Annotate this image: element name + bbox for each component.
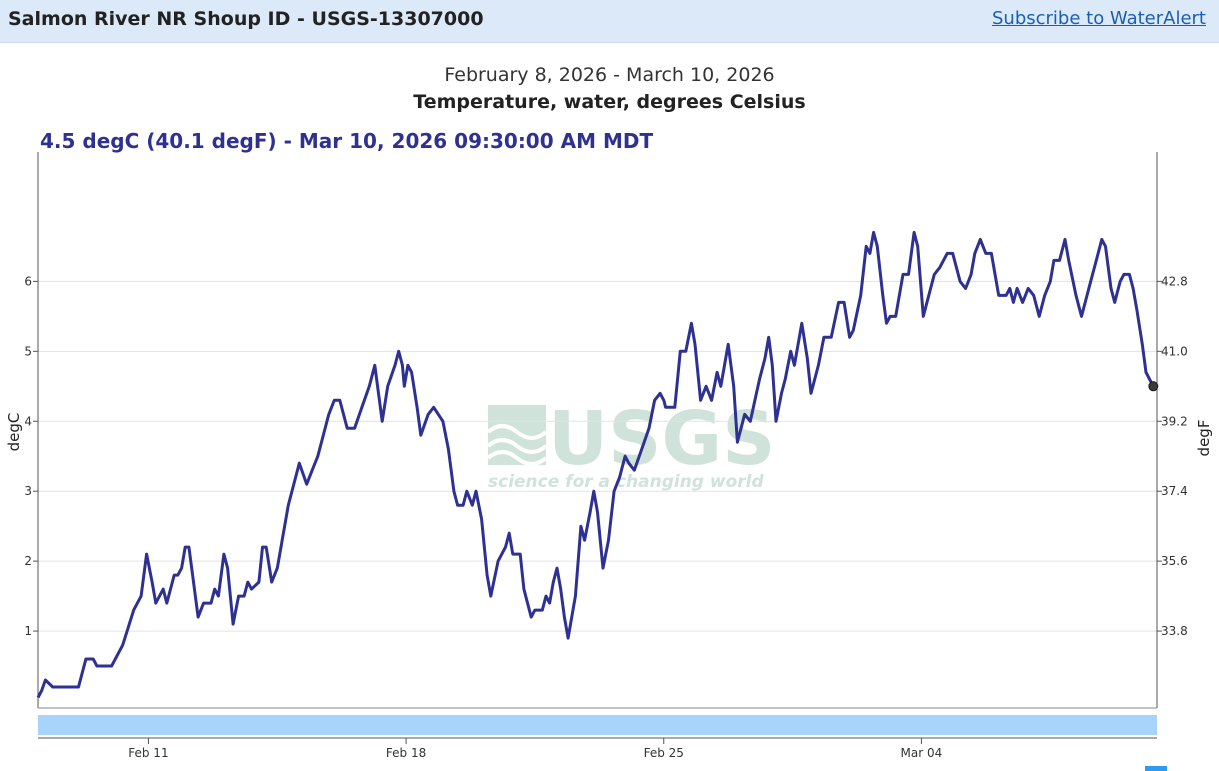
y-tick-label-right: 35.6 <box>1161 554 1188 568</box>
y-tick-label: 6 <box>24 274 32 288</box>
watermark-logo-text: USGS <box>548 396 775 482</box>
y-axis-label-right: degF <box>1195 420 1213 457</box>
y-tick-label-right: 37.4 <box>1161 484 1188 498</box>
site-title: Salmon River NR Shoup ID - USGS-13307000 <box>8 8 484 30</box>
x-tick-label: Mar 04 <box>901 746 943 760</box>
site-header: Salmon River NR Shoup ID - USGS-13307000… <box>0 0 1219 43</box>
x-ticks: Feb 11 Feb 18 Feb 25 Mar 04 <box>128 738 942 760</box>
y-tick-label: 5 <box>24 344 32 358</box>
y-tick-label-right: 39.2 <box>1161 414 1188 428</box>
subscribe-wateralert-link[interactable]: Subscribe to WaterAlert <box>991 8 1206 29</box>
current-value-readout: 4.5 degC (40.1 degF) - Mar 10, 2026 09:3… <box>40 129 654 153</box>
time-brush-selection[interactable] <box>38 715 1157 735</box>
x-tick-label: Feb 18 <box>386 746 426 760</box>
y-ticks-left: 1 2 3 4 5 6 <box>24 274 38 638</box>
y-tick-label-right: 42.8 <box>1161 274 1188 288</box>
series-line <box>36 230 1155 699</box>
y-ticks-right: 33.8 35.6 37.4 39.2 41.0 42.8 <box>1157 274 1188 638</box>
y-axis-label-left: degC <box>5 413 23 452</box>
y-tick-label-right: 41.0 <box>1161 344 1188 358</box>
grid-lines <box>38 280 1157 632</box>
chart-date-range: February 8, 2026 - March 10, 2026 <box>444 64 775 86</box>
y-tick-label-right: 33.8 <box>1161 624 1188 638</box>
y-tick-label: 3 <box>24 484 32 498</box>
x-tick-label: Feb 11 <box>128 746 168 760</box>
current-point-marker[interactable] <box>1148 381 1159 392</box>
y-tick-label: 1 <box>24 624 32 638</box>
y-tick-label: 4 <box>24 414 32 428</box>
scroll-handle[interactable] <box>1145 766 1167 771</box>
usgs-logo-waves-icon <box>486 405 548 466</box>
x-tick-label: Feb 25 <box>644 746 684 760</box>
chart-title: Temperature, water, degrees Celsius <box>413 91 806 113</box>
watermark-tagline: science for a changing world <box>488 472 764 492</box>
y-tick-label: 2 <box>24 554 32 568</box>
usgs-watermark: USGS science for a changing world <box>486 396 775 492</box>
